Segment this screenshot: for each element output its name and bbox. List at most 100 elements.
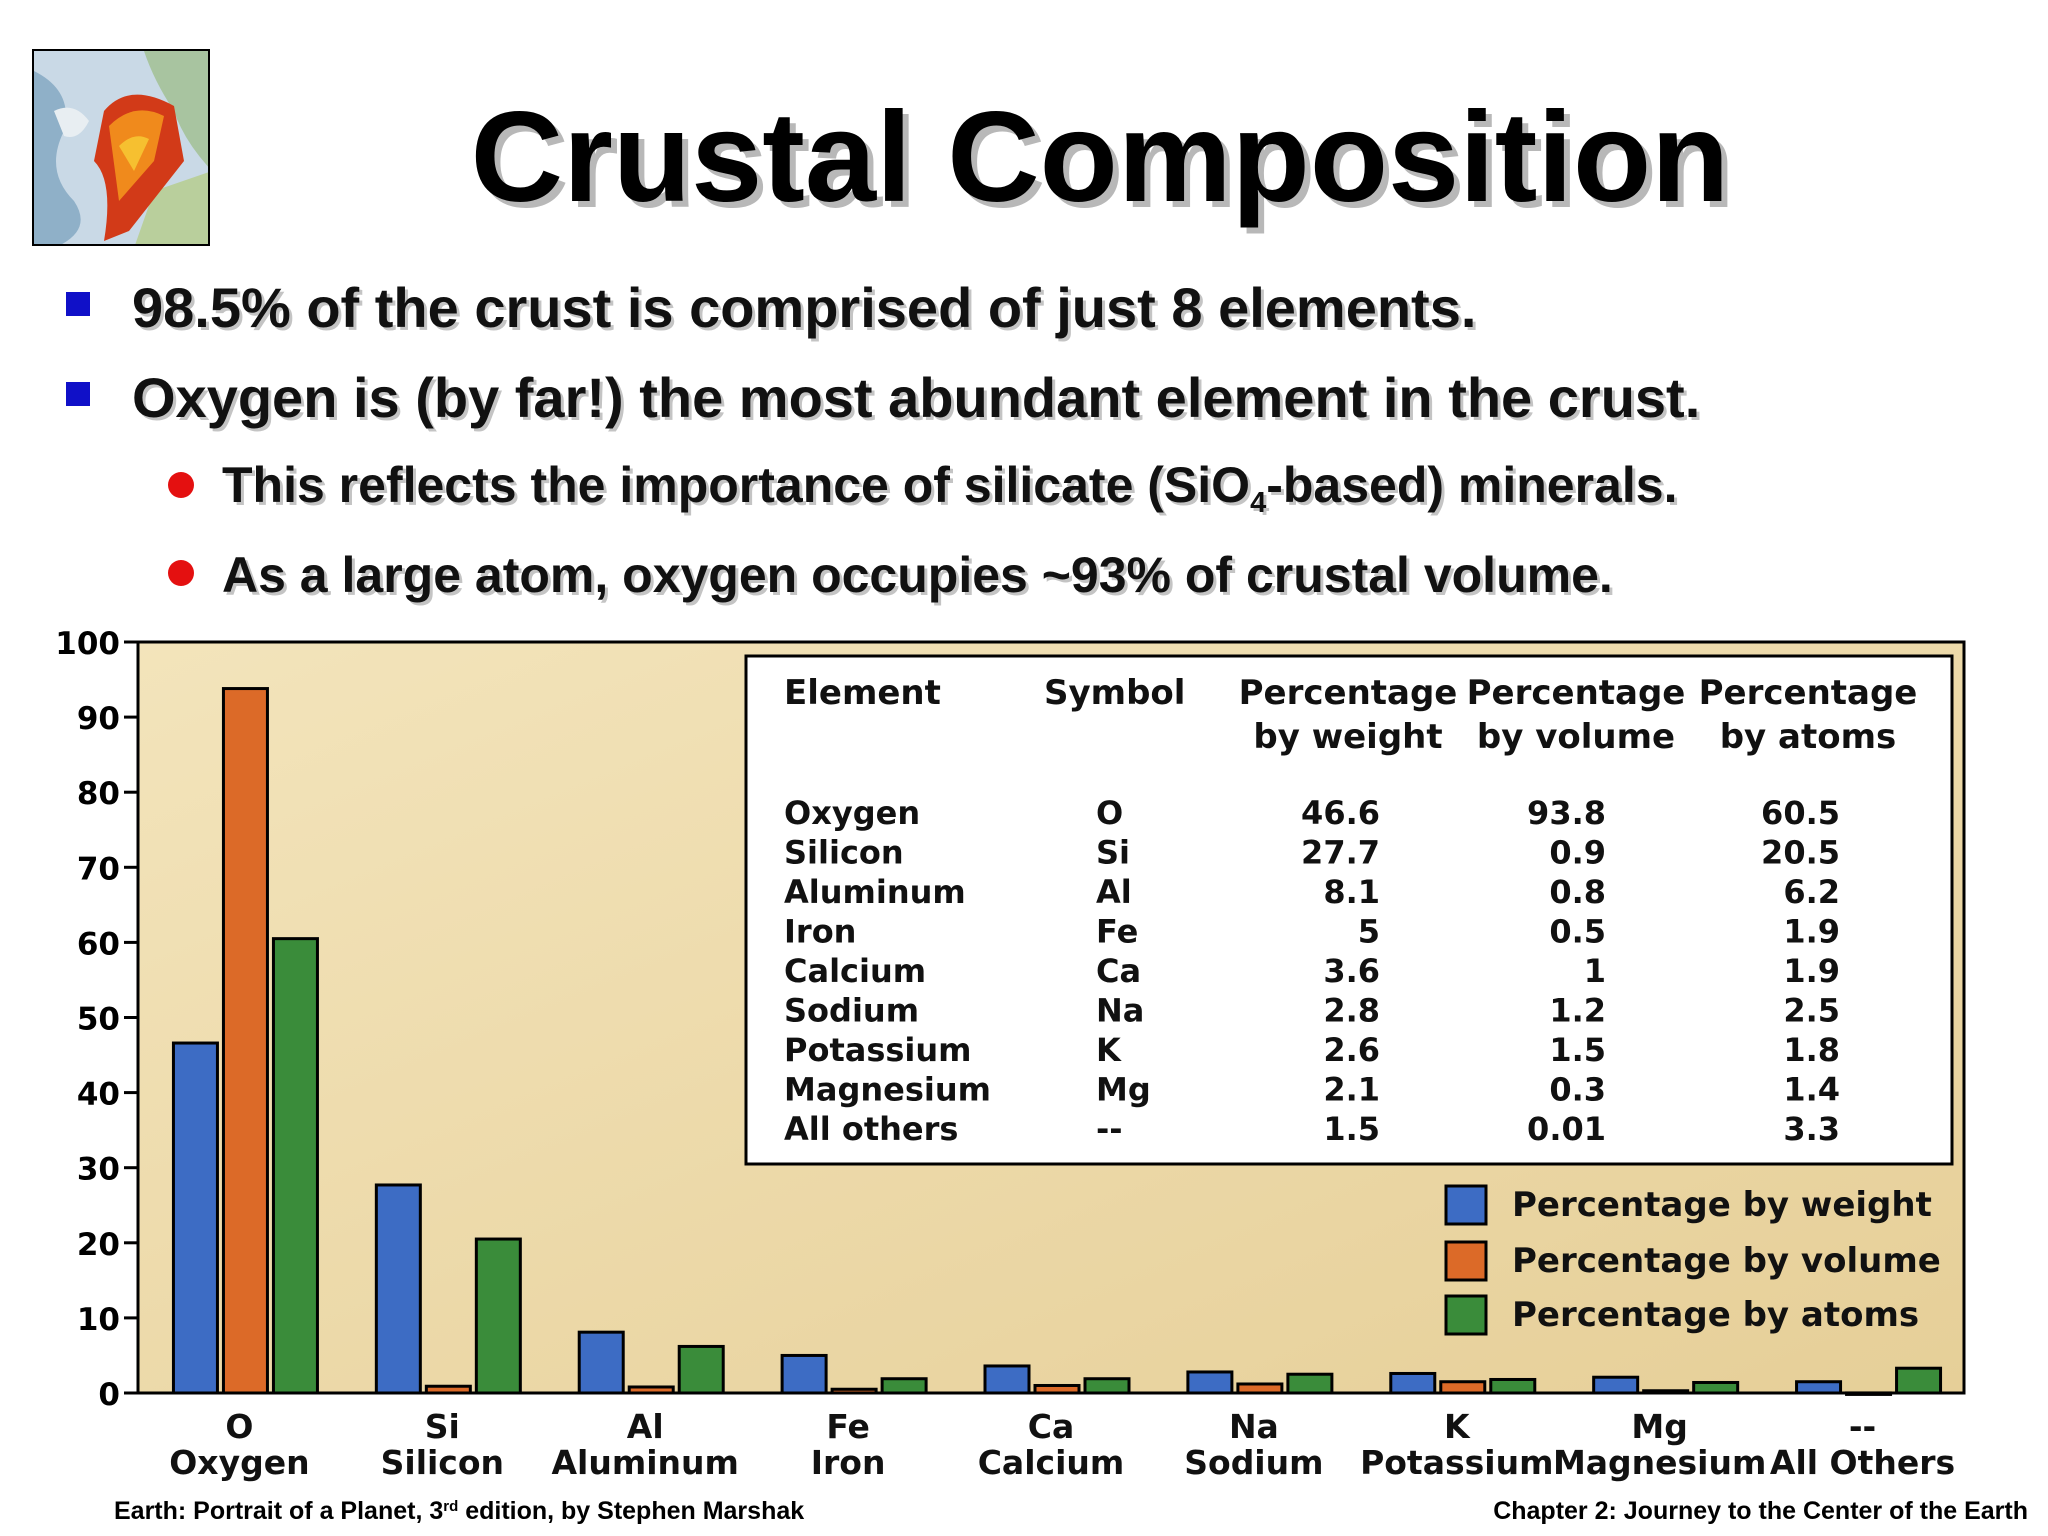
table-cell: 1.8: [1783, 1031, 1840, 1069]
table-cell: 46.6: [1301, 794, 1380, 832]
table-cell: 0.5: [1549, 913, 1606, 951]
table-cell: 0.8: [1549, 873, 1606, 911]
x-label-name: Sodium: [1184, 1443, 1323, 1482]
sub-bullet-1-pre: This reflects the importance of silicate…: [222, 457, 1251, 513]
table-cell: 1.2: [1549, 992, 1606, 1030]
table-cell: 93.8: [1527, 794, 1606, 832]
x-label-name: Aluminum: [552, 1443, 739, 1482]
bullet-dot-icon: [168, 560, 194, 586]
table-header: by weight: [1253, 717, 1442, 757]
table-header: Percentage: [1699, 673, 1918, 713]
sub-bullet-1: This reflects the importance of silicate…: [222, 456, 1677, 532]
legend-label: Percentage by weight: [1512, 1185, 1932, 1225]
y-tick-label: 80: [77, 776, 120, 812]
y-tick-label: 40: [77, 1077, 120, 1113]
x-label-name: Oxygen: [169, 1443, 309, 1482]
footer-chapter: Chapter 2: Journey to the Center of the …: [1493, 1497, 2028, 1525]
table-cell: 60.5: [1761, 794, 1840, 832]
x-label-symbol: --: [1849, 1407, 1876, 1446]
bar-percentage-by-volume: [221, 687, 269, 1395]
footer-citation-pre: Earth: Portrait of a Planet, 3: [114, 1497, 444, 1525]
x-label-symbol: Al: [627, 1407, 664, 1446]
table-cell: 1: [1584, 952, 1606, 990]
table-cell: 3.3: [1783, 1110, 1840, 1148]
bullet-dot-icon: [168, 472, 194, 498]
bar-percentage-by-weight: [1592, 1375, 1640, 1395]
bar-percentage-by-atoms: [677, 1344, 725, 1395]
bar-percentage-by-weight: [171, 1041, 219, 1395]
bar-percentage-by-weight: [780, 1353, 828, 1395]
table-cell: 1.5: [1323, 1110, 1380, 1148]
x-label-symbol: O: [225, 1407, 253, 1446]
x-label-name: All Others: [1770, 1443, 1955, 1482]
legend-swatch: [1444, 1294, 1488, 1336]
bullet-1: 98.5% of the crust is comprised of just …: [132, 276, 1477, 339]
table-cell: Fe: [1096, 913, 1138, 951]
table-cell: 0.9: [1549, 834, 1606, 872]
bar-percentage-by-weight: [577, 1330, 625, 1395]
table-cell: 3.6: [1323, 952, 1380, 990]
footer-citation-post: edition, by Stephen Marshak: [458, 1497, 805, 1525]
bar-percentage-by-volume: [1439, 1380, 1487, 1395]
x-label-name: Magnesium: [1553, 1443, 1766, 1482]
bar-percentage-by-atoms: [1692, 1380, 1740, 1395]
x-label-symbol: Fe: [826, 1407, 870, 1446]
y-tick-label: 30: [77, 1152, 120, 1188]
bar-percentage-by-weight: [1389, 1371, 1437, 1395]
x-label-symbol: Si: [425, 1407, 460, 1446]
legend-label: Percentage by atoms: [1512, 1295, 1919, 1335]
slide-title: Crustal Composition: [470, 86, 1730, 229]
bar-percentage-by-atoms: [1083, 1377, 1131, 1395]
table-cell: All others: [784, 1110, 958, 1148]
logo-graphic: [34, 51, 208, 244]
x-label-symbol: Mg: [1631, 1407, 1687, 1446]
sub-bullet-1-post: -based) minerals.: [1266, 457, 1678, 513]
table-cell: Al: [1096, 873, 1132, 911]
table-cell: 1.9: [1783, 913, 1840, 951]
table-header: Percentage: [1239, 673, 1458, 713]
table-cell: 2.5: [1783, 992, 1840, 1030]
table-cell: 0.01: [1527, 1110, 1606, 1148]
y-tick-label: 60: [77, 926, 120, 962]
sub-bullet-2: As a large atom, oxygen occupies ~93% of…: [222, 547, 1613, 603]
table-cell: K: [1096, 1031, 1122, 1069]
x-label-name: Calcium: [978, 1443, 1125, 1482]
table-header: by atoms: [1720, 717, 1897, 757]
bar-percentage-by-weight: [1795, 1380, 1843, 1395]
table-cell: Oxygen: [784, 794, 920, 832]
bullet-square-icon: [66, 292, 90, 316]
bar-percentage-by-atoms: [474, 1237, 522, 1395]
table-header: Symbol: [1044, 673, 1185, 713]
table-cell: O: [1096, 794, 1123, 832]
y-tick-label: 20: [77, 1227, 120, 1263]
x-label-name: Silicon: [381, 1443, 504, 1482]
bar-percentage-by-atoms: [1489, 1377, 1537, 1395]
bar-percentage-by-volume: [1845, 1391, 1893, 1396]
table-header: Percentage: [1467, 673, 1686, 713]
x-label-symbol: K: [1444, 1407, 1471, 1446]
table-cell: Iron: [784, 913, 856, 951]
bullet-square-icon: [66, 382, 90, 406]
table-cell: Sodium: [784, 992, 919, 1030]
bar-percentage-by-atoms: [880, 1377, 928, 1395]
table-cell: 8.1: [1323, 873, 1380, 911]
table-cell: 2.8: [1323, 992, 1380, 1030]
table-cell: 1.9: [1783, 952, 1840, 990]
legend-label: Percentage by volume: [1512, 1241, 1941, 1281]
bar-percentage-by-atoms: [1895, 1366, 1943, 1395]
bullet-2: Oxygen is (by far!) the most abundant el…: [132, 366, 1701, 429]
y-tick-label: 50: [77, 1002, 120, 1038]
table-cell: 20.5: [1761, 834, 1840, 872]
y-tick-label: 90: [77, 701, 120, 737]
table-cell: 6.2: [1783, 873, 1840, 911]
table-cell: Si: [1096, 834, 1130, 872]
bar-percentage-by-weight: [374, 1183, 422, 1395]
footer-citation: Earth: Portrait of a Planet, 3rd edition…: [114, 1497, 804, 1526]
table-cell: Aluminum: [784, 873, 966, 911]
table-cell: 2.6: [1323, 1031, 1380, 1069]
sub-bullet-1-subscript: 4: [1250, 487, 1267, 520]
table-cell: 2.1: [1323, 1071, 1380, 1109]
table-cell: 1.5: [1549, 1031, 1606, 1069]
